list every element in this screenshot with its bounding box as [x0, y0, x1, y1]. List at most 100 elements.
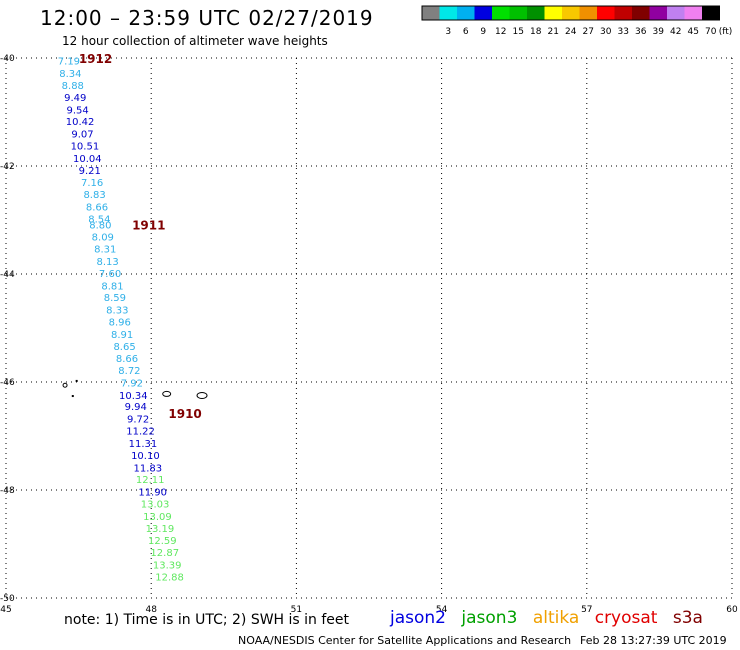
swh-value: 13.19	[146, 524, 175, 535]
swh-value: 10.42	[66, 117, 95, 128]
swh-value: 8.66	[86, 203, 108, 214]
swh-value: 10.04	[73, 154, 102, 165]
swh-value: 12.87	[150, 548, 179, 559]
scale-label: 33	[618, 27, 629, 36]
swh-value: 7.16	[81, 178, 103, 189]
swh-value: 9.07	[71, 130, 93, 141]
scale-swatch	[684, 6, 702, 20]
scale-unit: (ft)	[719, 27, 733, 36]
time-label: 1910	[168, 407, 201, 421]
swh-value: 9.21	[79, 166, 101, 177]
lat-tick-label: -48	[0, 486, 15, 496]
lon-tick-label: 45	[0, 605, 11, 615]
scale-label: 30	[600, 27, 612, 36]
swh-value: 8.34	[59, 69, 81, 80]
lon-tick-label: 51	[291, 605, 302, 615]
swh-value: 8.83	[83, 190, 105, 201]
swh-value: 9.72	[127, 415, 149, 426]
island-dot	[71, 395, 74, 398]
scale-label: 45	[688, 27, 699, 36]
scale-swatch	[492, 6, 510, 20]
lat-tick-label: -44	[0, 270, 15, 280]
swh-value: 11.83	[133, 463, 162, 474]
scale-label: 39	[653, 27, 665, 36]
swh-value: 8.13	[97, 257, 119, 268]
page-subtitle: 12 hour collection of altimeter wave hei…	[62, 34, 328, 48]
swh-value: 11.31	[129, 439, 158, 450]
swh-value: 8.31	[94, 245, 116, 256]
satellite-jason2: jason2	[390, 608, 446, 628]
generated-timestamp: Feb 28 13:27:39 UTC 2019	[580, 634, 727, 647]
scale-swatch	[562, 6, 580, 20]
scale-label: 12	[495, 27, 506, 36]
lon-tick-label: 57	[581, 605, 592, 615]
scale-label: 18	[530, 27, 542, 36]
scale-swatch	[457, 6, 475, 20]
scale-swatch	[422, 6, 440, 20]
scale-label: 24	[565, 27, 577, 36]
lat-tick-label: -50	[0, 594, 15, 604]
scale-label: 36	[635, 27, 647, 36]
island-dot	[75, 379, 78, 382]
footer-note: note: 1) Time is in UTC; 2) SWH is in fe…	[64, 612, 350, 628]
scale-swatch	[474, 6, 492, 20]
swh-value: 12.59	[148, 536, 177, 547]
satellite-jason3: jason3	[461, 608, 518, 628]
scale-swatch	[544, 6, 562, 20]
satellite-cryosat: cryosat	[594, 608, 658, 628]
scale-label: 27	[583, 27, 594, 36]
lon-tick-label: 54	[436, 605, 448, 615]
swh-value: 7.60	[99, 269, 121, 280]
swh-value: 8.72	[118, 366, 140, 377]
scale-label: 6	[463, 27, 469, 36]
island-outline	[162, 390, 172, 397]
swh-value: 13.09	[143, 512, 172, 523]
swh-value: 8.66	[116, 354, 138, 365]
scale-swatch	[614, 6, 632, 20]
swh-value: 8.81	[101, 281, 123, 292]
scale-label: 21	[548, 27, 559, 36]
swh-value: 8.91	[111, 330, 133, 341]
scale-swatch	[632, 6, 650, 20]
swh-value: 8.33	[106, 306, 128, 317]
swh-value: 11.90	[138, 488, 167, 499]
credit-text: NOAA/NESDIS Center for Satellite Applica…	[238, 634, 572, 647]
satellite-s3a: s3a	[672, 608, 703, 628]
scale-swatch	[509, 6, 527, 20]
swh-value: 8.09	[92, 233, 114, 244]
scale-label: 9	[480, 27, 486, 36]
lat-tick-label: -40	[0, 54, 15, 64]
scale-label: 15	[513, 27, 524, 36]
lon-tick-label: 60	[726, 605, 738, 615]
scale-swatch	[579, 6, 597, 20]
swh-value: 8.65	[113, 342, 135, 353]
swh-value: 7.19	[58, 57, 80, 68]
swh-value: 8.54	[88, 214, 110, 225]
swh-value: 10.10	[131, 451, 160, 462]
swh-value: 9.94	[125, 402, 147, 413]
swh-value: 8.96	[109, 318, 131, 329]
swh-value: 13.03	[141, 500, 170, 511]
swh-value: 11.22	[126, 427, 155, 438]
island-outline	[196, 392, 208, 399]
swh-value: 7.92	[121, 379, 143, 390]
scale-swatch	[702, 6, 720, 20]
time-label: 1912	[79, 52, 112, 66]
time-label: 1911	[132, 218, 165, 232]
swh-value: 9.49	[64, 93, 86, 104]
swh-value: 8.88	[62, 81, 84, 92]
swh-value: 8.59	[104, 293, 126, 304]
lon-tick-label: 48	[145, 605, 157, 615]
satellite-legend: jason2 jason3 altika cryosat s3a	[390, 608, 713, 628]
lat-tick-label: -46	[0, 378, 15, 388]
scale-swatch	[667, 6, 685, 20]
swh-value: 10.34	[119, 391, 148, 402]
swh-value: 12.11	[136, 475, 165, 486]
swh-value: 9.54	[66, 105, 88, 116]
scale-swatch	[439, 6, 457, 20]
scale-swatch	[527, 6, 545, 20]
page-title: 12:00 – 23:59 UTC 02/27/2019	[40, 6, 374, 30]
color-scale-legend: 3 6 9 12 15 18 21 24 27 30 33 36 39 42 45 70 (ft)	[421, 5, 733, 36]
swh-value: 8.80	[89, 220, 111, 231]
